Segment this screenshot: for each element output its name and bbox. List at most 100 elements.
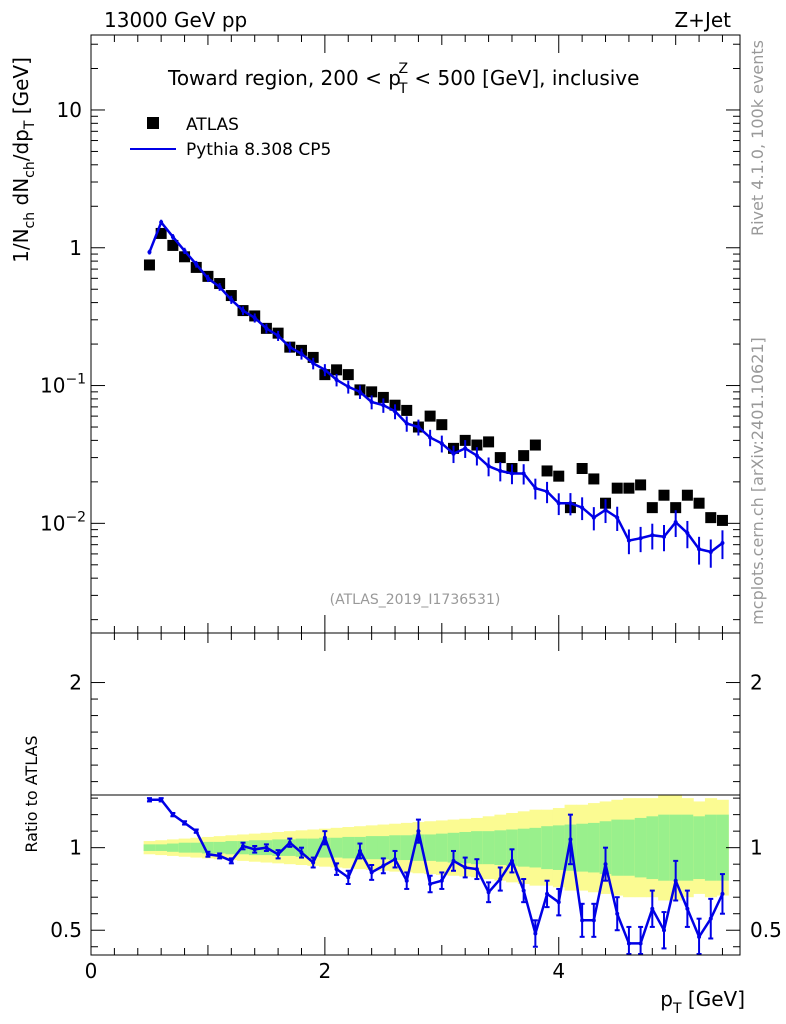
atlas-data-point xyxy=(342,369,354,381)
pythia-point xyxy=(439,441,444,446)
pythia-point xyxy=(451,451,456,456)
ratio-point xyxy=(194,829,199,834)
x-tick-label: 4 xyxy=(552,959,565,983)
atlas-data-point xyxy=(424,410,436,422)
ratio-band-green xyxy=(167,843,180,852)
ratio-band-green xyxy=(541,826,554,870)
pythia-point xyxy=(241,308,246,313)
atlas-data-point xyxy=(705,512,717,524)
ratio-point xyxy=(264,845,269,850)
ratio-point xyxy=(147,797,152,802)
pythia-point xyxy=(322,367,327,372)
pythia-point xyxy=(615,515,620,520)
atlas-data-point xyxy=(553,470,565,482)
ratio-band-green xyxy=(587,822,601,873)
pythia-point xyxy=(299,351,304,356)
ratio-point xyxy=(276,852,281,857)
pythia-point xyxy=(626,538,631,543)
ratio-band-green xyxy=(576,823,589,872)
ratio-band-green xyxy=(693,816,706,880)
x-tick-label: 2 xyxy=(319,959,332,983)
ratio-point xyxy=(439,878,444,883)
pythia-point xyxy=(159,220,164,225)
ratio-point xyxy=(556,900,561,905)
pythia-point xyxy=(147,250,152,255)
atlas-data-point xyxy=(693,497,705,509)
x-tick-label: 0 xyxy=(85,959,98,983)
ratio-band-green xyxy=(471,831,484,865)
header-right: Z+Jet xyxy=(674,8,731,32)
pythia-point xyxy=(521,471,526,476)
ratio-band-green xyxy=(681,814,694,881)
pythia-point xyxy=(708,549,713,554)
atlas-data-point xyxy=(483,436,495,448)
ratio-point xyxy=(428,881,433,886)
pythia-point xyxy=(720,540,725,545)
ratio-band-green xyxy=(342,836,355,859)
main-y-tick-label: 10−2 xyxy=(40,509,86,535)
pythia-point xyxy=(650,533,655,538)
ratio-band-green xyxy=(704,814,718,881)
pythia-point xyxy=(217,284,222,289)
ratio-y-axis-label: Ratio to ATLAS xyxy=(22,735,41,852)
ratio-band-green xyxy=(658,814,671,881)
pythia-point xyxy=(182,248,187,253)
ratio-y-tick-label-left: 2 xyxy=(69,671,82,695)
pythia-point xyxy=(357,389,362,394)
pythia-point xyxy=(393,409,398,414)
atlas-data-point xyxy=(541,465,553,477)
ratio-band-green xyxy=(494,830,507,866)
pythia-point xyxy=(463,446,468,451)
ratio-point xyxy=(311,860,316,865)
pythia-point xyxy=(580,505,585,510)
pythia-point xyxy=(568,501,573,506)
pythia-point xyxy=(369,399,374,404)
atlas-data-point xyxy=(143,259,155,271)
ratio-point xyxy=(580,918,585,923)
ratio-point xyxy=(591,918,596,923)
atlas-data-point xyxy=(529,439,541,451)
ratio-band-green xyxy=(202,841,215,854)
pythia-point xyxy=(264,326,269,331)
pythia-point xyxy=(334,377,339,382)
atlas-data-point xyxy=(611,482,623,494)
ratio-band-green xyxy=(330,837,343,858)
ratio-point xyxy=(509,858,514,863)
ratio-point xyxy=(393,857,398,862)
atlas-data-point xyxy=(716,514,728,526)
ratio-point xyxy=(381,863,386,868)
ratio-band-green xyxy=(143,844,156,851)
pythia-point xyxy=(276,333,281,338)
ratio-point xyxy=(159,797,164,802)
ratio-point xyxy=(346,875,351,880)
atlas-data-point xyxy=(401,404,413,416)
ratio-point xyxy=(241,844,246,849)
pythia-point xyxy=(287,345,292,350)
ratio-plot-frame xyxy=(90,632,741,956)
ratio-band-green xyxy=(225,841,238,855)
ratio-point xyxy=(661,928,666,933)
plot-title: Toward region, 200 < pTZ < 500 [GeV], in… xyxy=(167,61,639,97)
atlas-data-point xyxy=(155,227,167,239)
pythia-point xyxy=(486,464,491,469)
atlas-data-point xyxy=(658,489,670,501)
ratio-point xyxy=(299,850,304,855)
ratio-point xyxy=(322,835,327,840)
pythia-point xyxy=(533,486,538,491)
ratio-point xyxy=(369,870,374,875)
pythia-point xyxy=(685,531,690,536)
x-axis-label: pT [GeV] xyxy=(660,987,745,1017)
ratio-band-green xyxy=(178,842,191,853)
ratio-band-green xyxy=(424,834,437,861)
ratio-point xyxy=(229,858,234,863)
ratio-band-green xyxy=(716,814,729,881)
ratio-point xyxy=(521,888,526,893)
ratio-point xyxy=(217,853,222,858)
atlas-data-point xyxy=(331,364,343,376)
ratio-y-tick-label-right: 1 xyxy=(750,836,763,860)
ratio-y-tick-label-right: 0.5 xyxy=(750,918,782,942)
pythia-point xyxy=(381,403,386,408)
atlas-data-point xyxy=(646,502,658,514)
pythia-point xyxy=(545,489,550,494)
